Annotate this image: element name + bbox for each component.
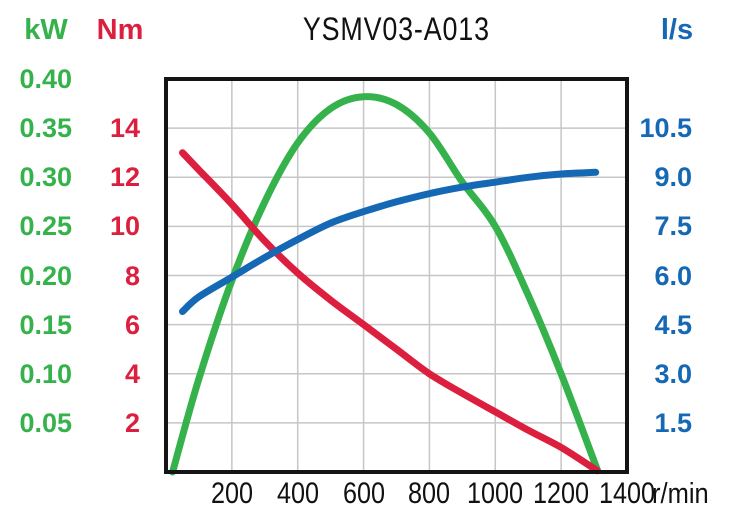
power-tick-label: 0.15 <box>19 309 72 340</box>
torque-tick-label: 6 <box>124 309 140 340</box>
torque-tick-label: 10 <box>109 211 140 242</box>
flow-tick-label: 1.5 <box>654 407 692 438</box>
flow-axis-unit: l/s <box>660 14 694 46</box>
torque-tick-label: 4 <box>124 358 140 389</box>
flow-curve <box>179 168 600 315</box>
torque-tick-label: 12 <box>109 162 140 193</box>
power-tick-label: 0.10 <box>19 358 72 389</box>
speed-axis-unit-text: r/min <box>652 478 709 510</box>
power-tick-label: 0.30 <box>19 162 72 193</box>
speed-axis-unit: r/min <box>652 477 755 511</box>
speed-tick-label: 600 <box>342 477 385 510</box>
torque-axis-unit: Nm <box>96 14 144 46</box>
power-tick-label: 0.20 <box>19 260 72 291</box>
power-curve <box>169 93 601 476</box>
torque-curve <box>179 149 601 475</box>
power-tick-label: 0.35 <box>19 113 72 144</box>
power-axis-unit: kW <box>24 14 68 46</box>
torque-tick-label: 14 <box>109 113 140 144</box>
speed-tick-label: 1000 <box>467 477 524 510</box>
speed-tick-label: 1200 <box>533 477 590 510</box>
power-tick-label: 0.05 <box>19 407 72 438</box>
torque-tick-label: 2 <box>124 407 140 438</box>
power-tick-label: 0.25 <box>19 211 72 242</box>
flow-tick-label: 3.0 <box>654 358 692 389</box>
torque-tick-label: 8 <box>124 260 140 291</box>
plot-border <box>164 77 629 474</box>
flow-tick-label: 9.0 <box>654 162 692 193</box>
speed-tick-label: 200 <box>210 477 253 510</box>
flow-tick-label: 10.5 <box>639 113 692 144</box>
speed-tick-label: 1400 <box>598 477 656 510</box>
chart-title-text: YSMV03-A013 <box>302 11 491 47</box>
speed-tick-label: 400 <box>276 477 319 510</box>
flow-tick-label: 6.0 <box>654 260 692 291</box>
speed-tick-label: 800 <box>408 477 451 510</box>
chart-title: YSMV03-A013 <box>166 11 627 47</box>
flow-tick-label: 4.5 <box>654 309 692 340</box>
flow-tick-label: 7.5 <box>654 211 692 242</box>
power-tick-label: 0.40 <box>19 64 72 94</box>
